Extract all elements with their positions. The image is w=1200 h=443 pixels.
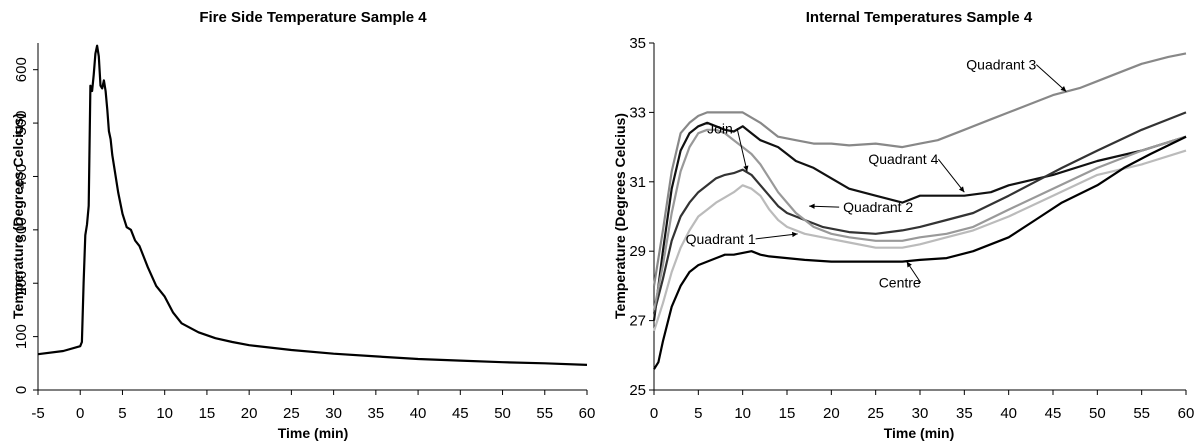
chart-2-x-tick-label: 20 xyxy=(823,405,840,422)
chart-2-y-tick-label: 29 xyxy=(629,243,646,260)
annotation-arrowhead xyxy=(743,165,749,172)
annotation-leader xyxy=(937,158,965,193)
chart-2-series-line xyxy=(652,149,1187,332)
chart-1-y-tick-label: 100 xyxy=(13,324,30,349)
chart-1-x-tick-label: 45 xyxy=(452,405,469,422)
chart-1-x-tick-label: 30 xyxy=(325,405,342,422)
chart-2-x-tick-label: 15 xyxy=(779,405,796,422)
chart-1-x-tick-label: -5 xyxy=(31,405,44,422)
chart-2-series-line xyxy=(652,111,1187,314)
annotation-arrowhead xyxy=(958,186,965,193)
chart-1-series-line xyxy=(37,44,588,366)
chart-2-x-tick-label: 55 xyxy=(1133,405,1150,422)
chart-2-title: Internal Temperatures Sample 4 xyxy=(806,9,1033,26)
chart-1-x-tick-label: 35 xyxy=(368,405,385,422)
chart-1-x-tick-label: 50 xyxy=(494,405,511,422)
chart-1-y-tick-label: 400 xyxy=(13,164,30,189)
chart-2-x-tick-label: 25 xyxy=(867,405,884,422)
chart-2-series-line xyxy=(652,121,1187,321)
chart-2-x-tick-label: 35 xyxy=(956,405,973,422)
chart-2-x-tick-label: 10 xyxy=(734,405,751,422)
chart-1-x-tick-label: 10 xyxy=(156,405,173,422)
annotation-arrowhead xyxy=(791,231,798,238)
chart-2-y-tick-label: 25 xyxy=(629,382,646,399)
chart-2-x-tick-label: 50 xyxy=(1089,405,1106,422)
annotation-leader xyxy=(736,128,748,172)
chart-2-x-tick-label: 40 xyxy=(1000,405,1017,422)
annotation-label: Quadrant 1 xyxy=(686,231,756,247)
chart-2-y-tick-label: 35 xyxy=(629,35,646,52)
chart-2-series-line xyxy=(653,135,1187,370)
chart-1-x-tick-label: 40 xyxy=(410,405,427,422)
annotation-leader xyxy=(1035,64,1067,92)
chart-2-y-tick-label: 33 xyxy=(629,104,646,121)
annotation-label: Quadrant 3 xyxy=(966,57,1036,73)
chart-2-x-tick-label: 30 xyxy=(912,405,929,422)
chart-1-y-tick-label: 200 xyxy=(13,271,30,296)
chart-1-y-tick-label: 300 xyxy=(13,217,30,242)
chart-1-x-tick-label: 15 xyxy=(199,405,216,422)
annotation-arrowhead xyxy=(906,261,912,268)
chart-2-x-tick-label: 0 xyxy=(650,405,658,422)
chart-2-x-tick-label: 5 xyxy=(694,405,702,422)
chart-2-series-line xyxy=(652,128,1187,311)
chart-1-x-tick-label: 0 xyxy=(76,405,84,422)
annotation-label: Centre xyxy=(879,275,921,291)
chart-1-title: Fire Side Temperature Sample 4 xyxy=(199,9,427,26)
chart-2-x-tick-label: 60 xyxy=(1178,405,1195,422)
annotation-arrowhead xyxy=(1060,86,1067,92)
chart-1-x-tick-label: 25 xyxy=(283,405,300,422)
chart-1-y-axis-title: Temperature (Degrees Celcius) xyxy=(10,113,26,319)
chart-1-y-tick-label: 600 xyxy=(13,57,30,82)
chart-1-x-axis-title: Time (min) xyxy=(278,425,349,441)
annotation-label: Quadrant 2 xyxy=(843,199,913,215)
chart-2-y-axis-title: Temperature (Degrees Celcius) xyxy=(612,113,628,319)
annotation-leader xyxy=(755,233,798,240)
chart-1-y-tick-label: 500 xyxy=(13,111,30,136)
chart-1-x-tick-label: 55 xyxy=(536,405,553,422)
chart-2-y-tick-label: 31 xyxy=(629,174,646,191)
chart-1-x-tick-label: 5 xyxy=(118,405,126,422)
annotation-label: Join xyxy=(707,120,733,136)
chart-2-x-tick-label: 45 xyxy=(1045,405,1062,422)
chart-1-x-tick-label: 20 xyxy=(241,405,258,422)
chart-1-x-tick-label: 60 xyxy=(579,405,596,422)
chart-1-y-tick-label: 0 xyxy=(13,386,30,394)
chart-2-series-line xyxy=(652,52,1187,287)
annotation-arrowhead xyxy=(809,203,815,209)
chart-2-y-tick-label: 27 xyxy=(629,313,646,330)
annotation-label: Quadrant 4 xyxy=(868,151,938,167)
chart-2-x-axis-title: Time (min) xyxy=(884,425,955,441)
